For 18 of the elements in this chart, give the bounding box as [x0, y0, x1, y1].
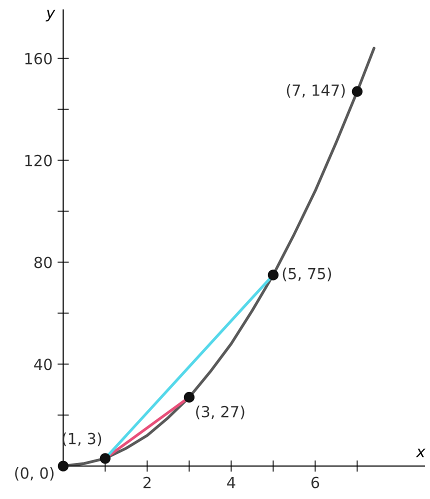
- point: [58, 460, 69, 472]
- point: [352, 86, 363, 97]
- point: [184, 392, 195, 403]
- y-tick-label: 40: [34, 358, 52, 370]
- x-tick-label: 6: [311, 476, 320, 488]
- y-axis-title: y: [46, 10, 56, 22]
- x-tick-label: 2: [143, 476, 151, 488]
- y-tick-label: 120: [25, 154, 52, 166]
- point: [100, 453, 111, 464]
- annotation: (0, 0): [15, 467, 54, 481]
- y-tick-label: 80: [34, 256, 52, 268]
- y-tick-label: 160: [25, 52, 52, 64]
- annotation: (5, 75): [282, 268, 332, 282]
- annotation: (7, 147): [286, 84, 345, 98]
- x-tick-label: 4: [227, 476, 236, 488]
- point: [268, 270, 279, 280]
- x-axis-title: x: [416, 448, 426, 458]
- annotation: (3, 27): [196, 406, 244, 420]
